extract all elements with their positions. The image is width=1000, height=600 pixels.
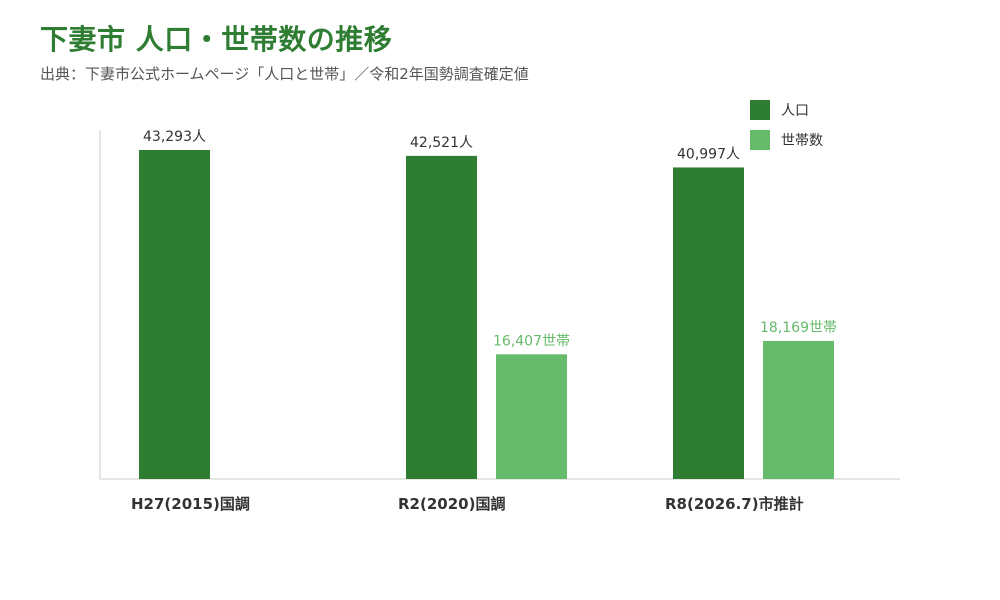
legend-label: 世帯数 — [781, 133, 823, 149]
households-value-label: 18,169世帯 — [760, 320, 837, 336]
x-tick-label: H27(2015)国調 — [131, 495, 250, 513]
population-bar — [406, 155, 477, 480]
x-tick-label: R2(2020)国調 — [398, 495, 505, 513]
population-value-label: 42,521人 — [410, 135, 473, 151]
legend-label: 人口 — [781, 103, 809, 119]
households-value-label: 16,407世帯 — [493, 333, 570, 349]
population-bar — [673, 167, 744, 479]
population-value-label: 40,997人 — [677, 146, 740, 162]
population-value-label: 43,293人 — [143, 129, 206, 145]
chart-source-note: 出典：下妻市公式ホームページ「人口と世帯」／令和2年国勢調査確定値 — [40, 65, 529, 83]
legend-swatch — [750, 130, 770, 150]
households-bar — [763, 340, 834, 479]
households-bar — [496, 354, 567, 479]
legend-swatch — [750, 100, 770, 120]
population-bar — [139, 150, 210, 479]
chart-title: 下妻市 人口・世帯数の推移 — [40, 23, 393, 56]
chart-bars: 43,293人 42,521人 40,997人 16,407世帯 18,169世帯 — [139, 129, 837, 480]
x-tick-label: R8(2026.7)市推計 — [665, 495, 804, 513]
category-labels: H27(2015)国調 R2(2020)国調 R8(2026.7)市推計 — [131, 495, 804, 513]
